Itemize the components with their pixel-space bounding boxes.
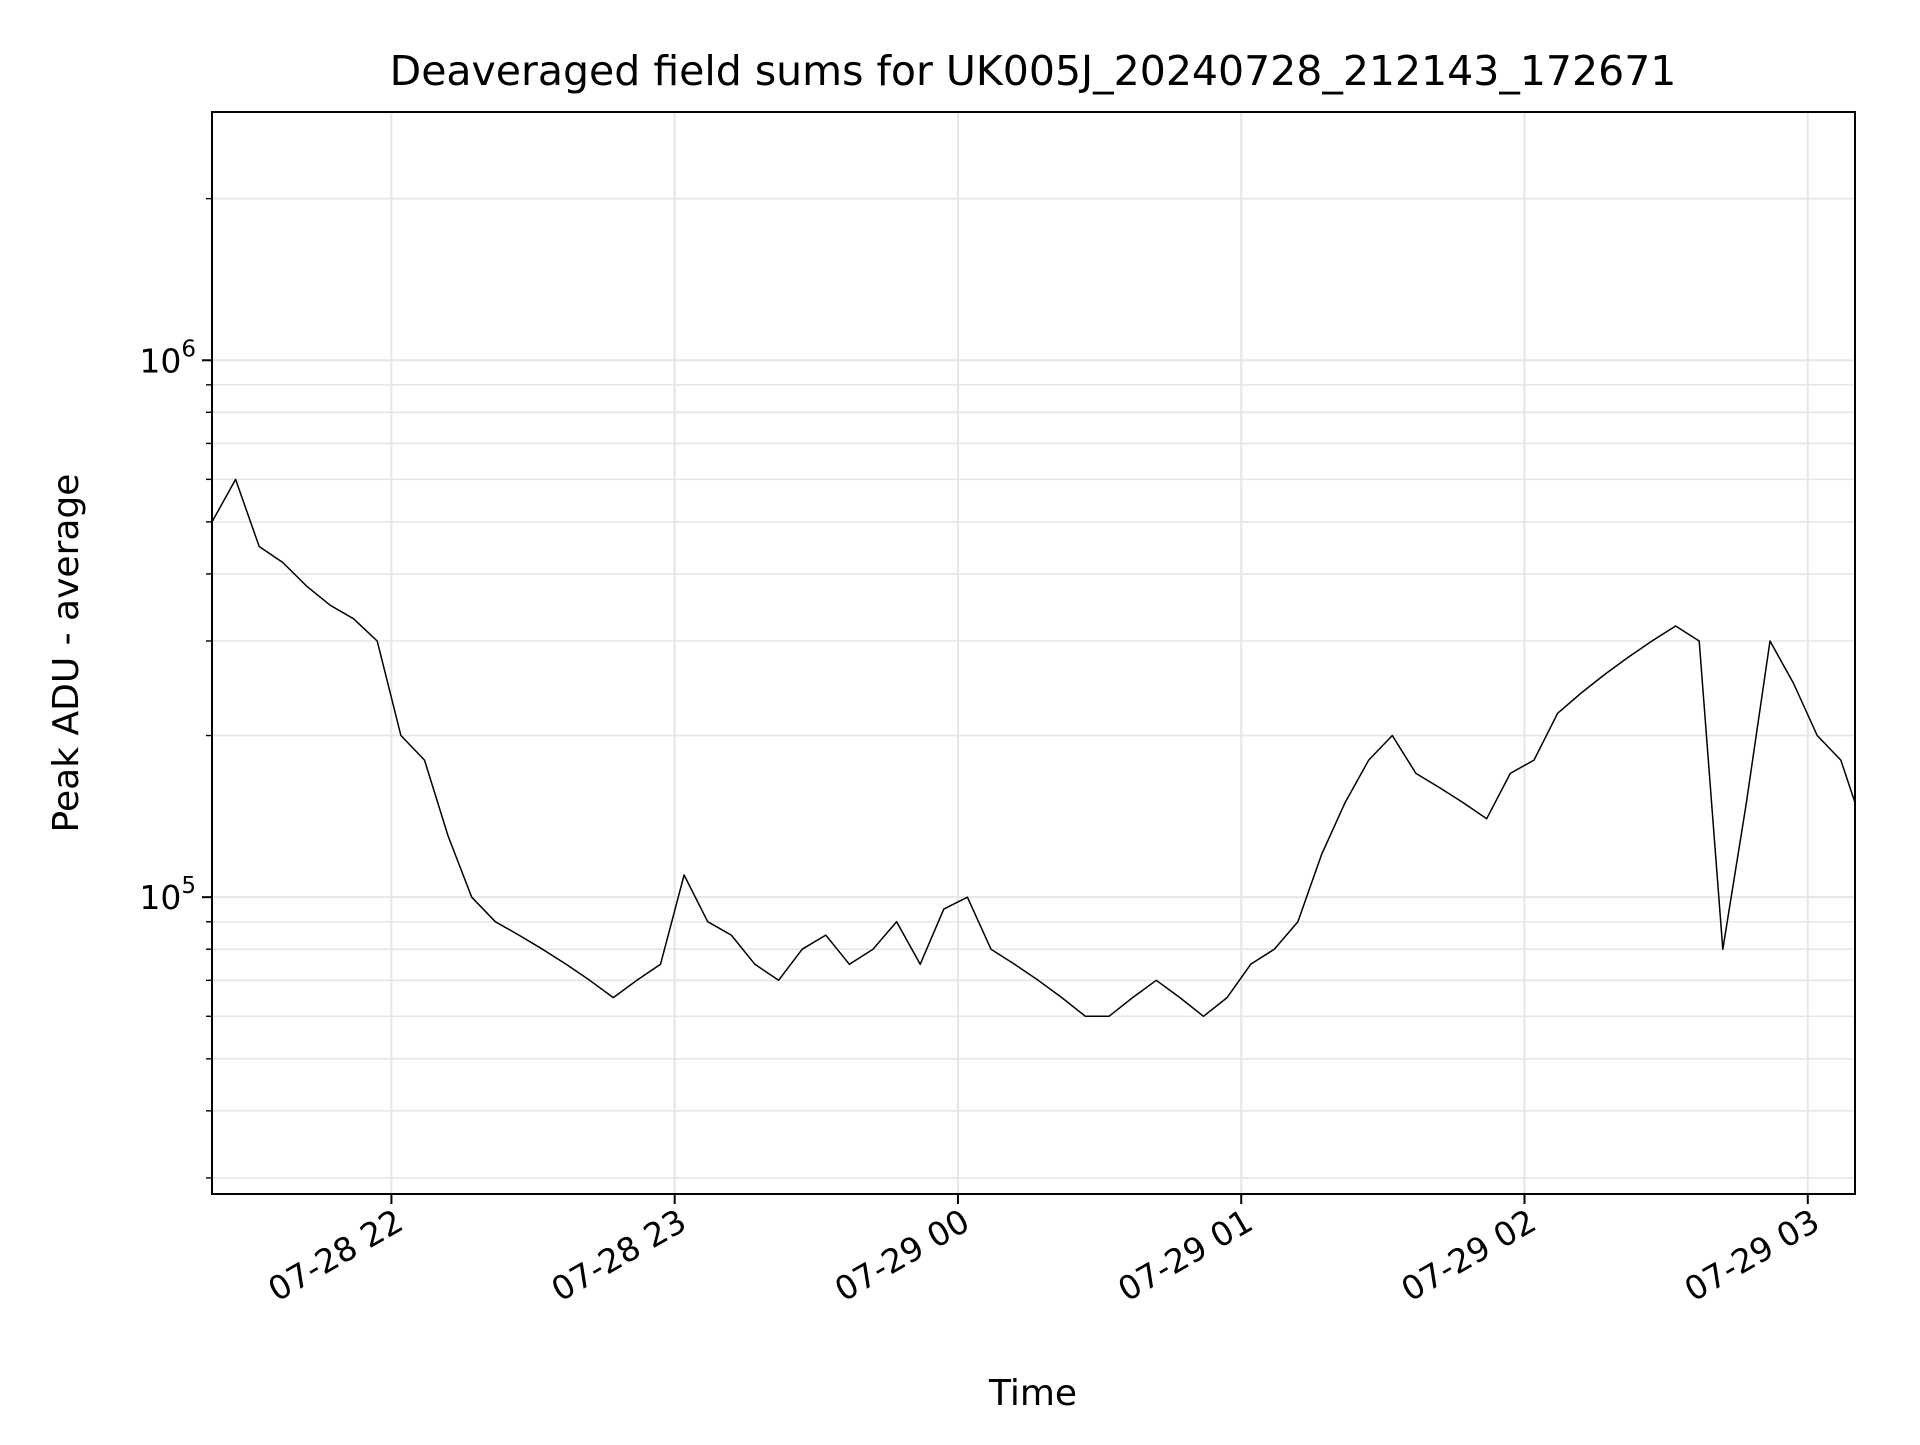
- y-tick-label: 105: [139, 873, 196, 917]
- chart-title: Deaveraged field sums for UK005J_2024072…: [390, 47, 1677, 95]
- y-tick-exponent: 6: [181, 336, 196, 362]
- x-axis-label: Time: [988, 1373, 1077, 1414]
- series-line-group: [211, 478, 1856, 1018]
- grid: [212, 112, 1855, 1194]
- series-line: [211, 478, 1856, 1018]
- y-tick-exponent: 5: [181, 873, 196, 899]
- y-axis-label: Peak ADU - average: [46, 474, 87, 833]
- y-tick-base: 10: [139, 878, 181, 917]
- y-tick-base: 10: [139, 341, 181, 380]
- y-tick-label: 106: [139, 336, 196, 380]
- plot-frame: [211, 111, 1856, 1195]
